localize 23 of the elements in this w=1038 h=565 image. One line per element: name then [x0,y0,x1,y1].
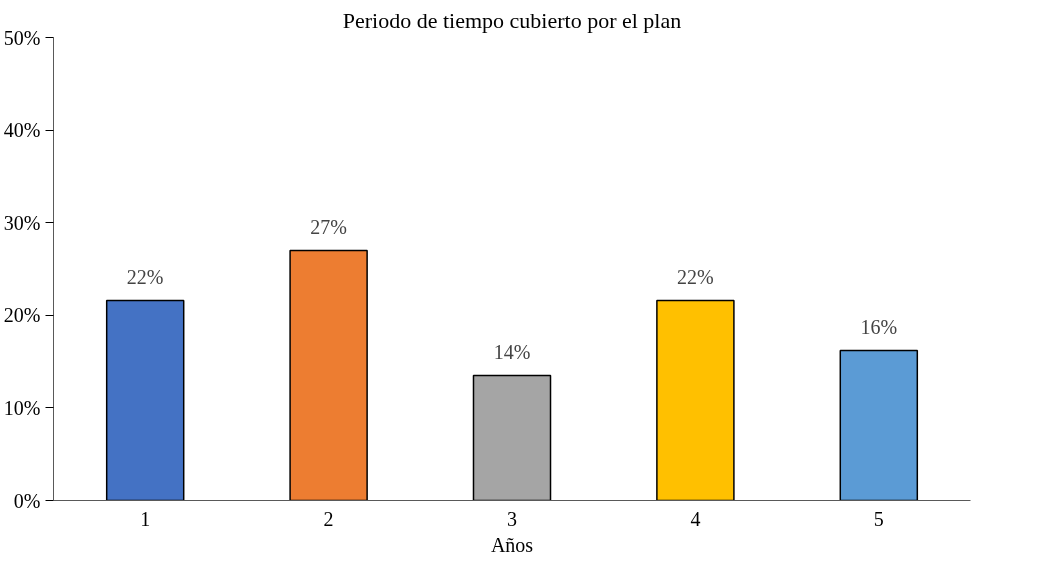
x-tick-label: 5 [873,507,884,530]
y-tick-label: 10% [3,396,41,419]
y-tick-label: 0% [13,489,41,512]
data-label: 22% [677,266,714,289]
x-tick-label: 2 [323,507,334,530]
data-label: 16% [860,316,898,339]
data-label: 27% [310,216,347,239]
y-tick-label: 20% [3,304,41,327]
data-label: 22% [126,266,164,289]
bar [105,299,185,501]
x-axis-title: Años [490,533,534,556]
bar [289,249,368,501]
bar [472,374,552,501]
x-tick-label: 4 [690,507,701,530]
data-label: 14% [493,341,531,364]
chart-title: Periodo de tiempo cubierto por el plan [342,7,682,33]
bar [656,299,735,501]
y-tick-label: 30% [3,211,41,234]
y-tick-label: 50% [3,26,41,49]
y-tick-label: 40% [3,119,41,142]
x-tick-label: 3 [507,507,517,530]
x-tick-label: 1 [140,507,151,530]
bar [839,349,919,501]
